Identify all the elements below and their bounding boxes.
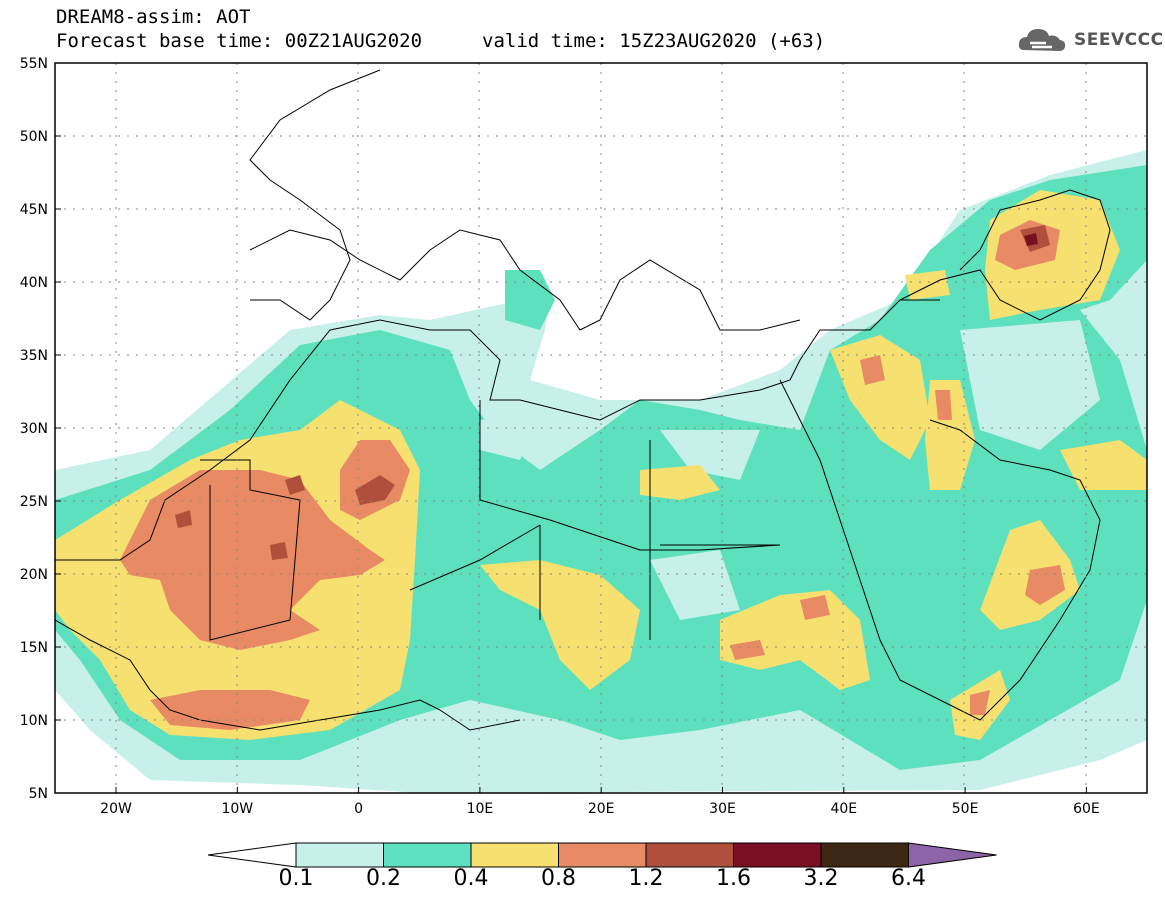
logo-text: SEEVCCC xyxy=(1074,30,1164,50)
colorbar-label: 3.2 xyxy=(803,866,839,891)
lat-tick-label: 35N xyxy=(20,348,48,364)
lon-tick-label: 60E xyxy=(1073,801,1100,817)
colorbar-label: 1.6 xyxy=(716,866,751,891)
colorbar-over-arrow xyxy=(908,842,997,868)
aot-level-1.6 xyxy=(1024,233,1038,246)
longitude-ticks: 20W 10W 0 10E 20E 30E 40E 50E 60E xyxy=(100,787,1100,817)
colorbar-label: 6.4 xyxy=(891,866,926,891)
colorbar-label: 0.2 xyxy=(366,866,401,891)
aot-map: 55N 50N 45N 40N 35N 30N 25N 20N 15N 10N 5N 20W 10W 0… xyxy=(20,56,1148,817)
colorbar-label: 0.4 xyxy=(453,866,489,891)
base-time-label: Forecast base time: 00Z21AUG2020 xyxy=(56,30,423,52)
colorbar-box xyxy=(733,842,822,868)
colorbar-box xyxy=(558,842,647,868)
lat-tick-label: 5N xyxy=(29,786,48,802)
valid-time-label: valid time: 15Z23AUG2020 (+63) xyxy=(482,30,826,52)
colorbar-label: 0.1 xyxy=(278,866,314,891)
lon-tick-label: 10E xyxy=(467,801,494,817)
colorbar-label: 1.2 xyxy=(628,866,664,891)
lon-tick-label: 20W xyxy=(100,801,132,817)
colorbar-box xyxy=(645,842,734,868)
cloud-icon xyxy=(1018,29,1066,51)
colorbar-box xyxy=(295,842,384,868)
lon-tick-label: 10W xyxy=(221,801,253,817)
lat-tick-label: 50N xyxy=(20,129,48,145)
lon-tick-label: 20E xyxy=(588,801,615,817)
lon-tick-label: 0 xyxy=(354,801,363,817)
colorbar-label: 0.8 xyxy=(541,866,576,891)
aot-level-0.1-patch xyxy=(480,320,1100,620)
seevccc-logo: SEEVCCC xyxy=(1016,20,1163,60)
grid xyxy=(55,63,1147,793)
lon-tick-label: 50E xyxy=(952,801,979,817)
colorbar-box xyxy=(820,842,909,868)
lat-tick-label: 20N xyxy=(20,567,48,583)
lat-tick-label: 10N xyxy=(20,713,48,729)
map-title: DREAM8-assim: AOT xyxy=(56,6,251,28)
lat-tick-label: 55N xyxy=(20,56,48,72)
lon-tick-label: 40E xyxy=(830,801,857,817)
lon-tick-label: 30E xyxy=(709,801,736,817)
colorbar-box xyxy=(470,842,559,868)
colorbar-box xyxy=(383,842,472,868)
colorbar-under-arrow xyxy=(207,842,297,868)
latitude-ticks: 55N 50N 45N 40N 35N 30N 25N 20N 15N 10N 5N xyxy=(20,56,61,802)
lat-tick-label: 40N xyxy=(20,275,48,291)
lat-tick-label: 30N xyxy=(20,421,48,437)
coastlines xyxy=(55,69,1111,731)
lat-tick-label: 45N xyxy=(20,202,48,218)
lat-tick-label: 15N xyxy=(20,640,48,656)
lat-tick-label: 25N xyxy=(20,494,48,510)
